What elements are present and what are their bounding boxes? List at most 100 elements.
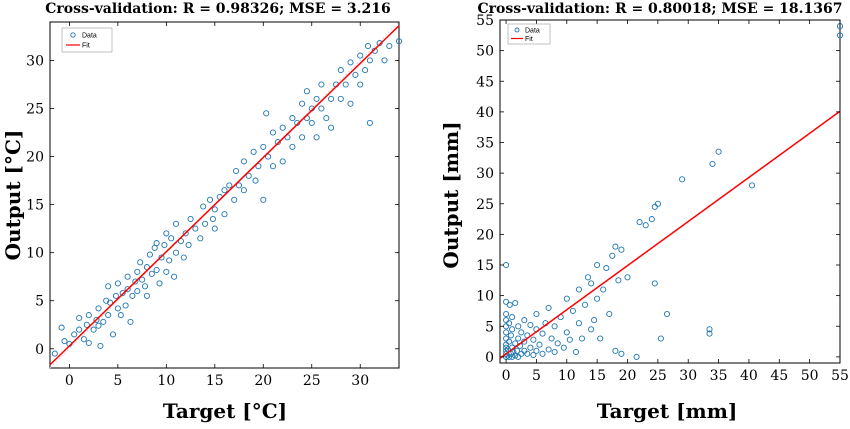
left-data-point [137,259,144,266]
left-y-tick-label: 15 [26,198,44,214]
left-data-point [240,158,247,165]
left-data-point [255,163,262,170]
left-y-tick-label: 10 [26,246,44,262]
left-data-point [153,266,160,274]
left-data-point [192,225,199,232]
right-data-point [509,314,516,321]
left-data-point [139,276,146,283]
left-y-tick-label: 20 [26,150,44,166]
right-data-point [527,344,534,351]
left-legend-data-label: Data [82,33,97,40]
right-data-point [551,348,558,356]
left-data-point [58,324,65,331]
left-data-point [76,326,83,333]
left-data-point [134,268,141,275]
right-data-point [566,336,573,343]
right-x-tick-label: 40 [740,368,758,384]
right-x-tick-label: 25 [649,368,667,384]
right-data-point [651,280,658,287]
right-data-point [606,310,613,318]
right-data-point [551,323,558,330]
right-data-point [548,335,555,342]
left-data-point [313,134,320,141]
right-data-point [588,280,595,287]
left-data-point [260,196,267,203]
left-data-point [71,331,78,338]
left-y-tick-label: 30 [26,53,44,69]
left-data-point [187,215,194,223]
right-data-point [654,200,661,207]
left-data-point [166,257,173,264]
left-data-point [366,57,373,64]
right-y-tick-label: 25 [476,197,494,213]
left-data-point [289,143,296,150]
left-data-point [269,163,277,170]
left-data-point [209,215,216,223]
right-y-tick-label: 20 [476,227,494,243]
right-y-ticks: 0 5 10 15 20 25 30 35 40 45 50 55 [476,13,840,366]
left-y-tick-label: 0 [35,342,44,358]
left-data-point [134,288,141,295]
left-data-point [114,305,121,312]
left-data-point [366,119,373,126]
left-chart-title: Cross-validation: R = 0.98326; MSE = 3.2… [45,1,391,17]
left-data-point [97,342,104,349]
left-data-point [95,305,102,312]
right-data-point [563,329,570,336]
right-data-point [609,252,616,259]
right-data-point [503,310,510,318]
left-data-point [182,230,189,237]
left-data-point [105,283,112,290]
right-data-point [603,265,610,272]
left-data-point [299,134,306,141]
right-data-point [515,335,522,342]
left-data-point [337,67,344,74]
left-x-ticks: 0 5 10 15 20 25 30 [65,22,369,389]
left-data-point [180,254,187,261]
left-x-tick-label: 15 [206,373,224,389]
left-data-point [231,196,238,203]
right-y-tick-label: 30 [476,166,494,182]
right-data-point [507,332,514,339]
right-data-point [709,160,716,167]
left-y-axis-label: Output [°C] [1,130,25,261]
right-data-point [588,326,595,333]
left-data-point [289,115,296,122]
right-data-point [518,329,525,336]
left-data-point [269,129,277,136]
right-data-point [509,326,516,333]
right-legend: Data Fit [507,23,551,45]
left-data-point [250,148,257,155]
right-data-point [575,320,582,327]
left-legend-fit-label: Fit [82,43,90,50]
left-data-point [143,292,150,299]
left-data-point [132,278,139,285]
right-data-point [618,246,625,253]
right-data-point [591,317,598,324]
right-plot-area [499,19,841,364]
right-data-point [679,176,686,183]
left-data-point [124,273,131,280]
right-x-tick-label: 0 [502,368,511,384]
left-data-point [100,318,107,325]
right-data-point [524,350,531,357]
left-data-point [146,251,153,258]
left-data-point [342,81,349,88]
left-data-point [105,312,112,319]
right-data-point [530,336,537,343]
right-data-point [648,216,655,223]
right-data-point [545,346,552,353]
right-x-tick-label: 5 [532,368,541,384]
right-x-tick-label: 15 [588,368,606,384]
right-y-tick-label: 15 [476,258,494,274]
left-data-point [107,299,114,306]
left-legend: Data Fit [61,27,113,53]
left-legend-box [61,27,113,53]
left-data-point [85,312,92,319]
left-data-point [202,220,209,227]
left-data-point [245,172,252,179]
left-data-point [109,331,117,338]
right-data-point [512,340,519,347]
right-data-point [527,321,534,329]
right-data-point [560,344,567,351]
